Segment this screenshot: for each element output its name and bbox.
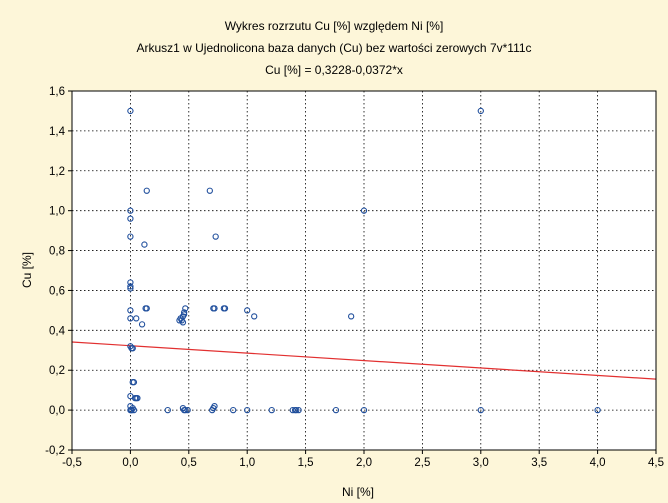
- data-point: [179, 319, 187, 326]
- x-tick-label: 4,0: [590, 457, 606, 469]
- data-point: [127, 285, 134, 292]
- y-tick-label: 1,2: [49, 166, 65, 178]
- data-point: [128, 345, 135, 352]
- x-tick-label: 1,0: [239, 457, 255, 469]
- data-point: [127, 283, 134, 290]
- chart-title: Wykres rozrzutu Cu [%] względem Ni [%]: [225, 19, 444, 33]
- data-point: [244, 307, 251, 314]
- y-tick-label: 0,4: [49, 325, 66, 337]
- data-point: [180, 309, 188, 316]
- data-point: [360, 406, 368, 414]
- data-point: [293, 406, 300, 414]
- regression-equation: Cu [%] = 0,3228-0,0372*x: [265, 63, 403, 77]
- y-tick-label: 0,2: [49, 365, 65, 377]
- x-axis-label: Ni [%]: [342, 485, 374, 499]
- data-point: [141, 241, 148, 248]
- data-point: [594, 406, 601, 414]
- regression-line: [71, 341, 657, 380]
- data-point: [295, 406, 302, 414]
- y-tick-label: 0,0: [49, 405, 65, 417]
- y-axis-label: Cu [%]: [20, 252, 34, 288]
- data-point: [332, 406, 340, 414]
- data-point: [133, 315, 140, 322]
- data-point: [182, 406, 189, 414]
- axis-ticks: -0,5 0,0 0,5 1,0 1,5 2,0 2,5 3,0 3,5 4,0 4,5 -0,2 0,…: [45, 86, 664, 469]
- data-point: [127, 307, 134, 314]
- data-point: [127, 233, 134, 240]
- data-point: [182, 305, 189, 312]
- data-point: [127, 107, 134, 115]
- data-point: [268, 406, 275, 414]
- x-tick-label: -0,5: [62, 457, 82, 469]
- data-point: [477, 107, 484, 115]
- data-point: [127, 279, 134, 286]
- data-point: [211, 305, 218, 312]
- data-point: [143, 187, 150, 194]
- data-point: [348, 313, 355, 320]
- data-point: [138, 321, 146, 328]
- data-point: [127, 207, 134, 214]
- plot-area: [72, 91, 656, 450]
- data-points: [71, 107, 657, 414]
- data-point: [130, 406, 138, 414]
- data-point: [360, 207, 368, 214]
- y-tick-label: -0,2: [45, 445, 65, 457]
- x-tick-label: 2,5: [414, 457, 430, 469]
- data-point: [131, 394, 139, 402]
- grid-lines: [72, 91, 656, 450]
- x-tick-label: 3,0: [473, 457, 489, 469]
- data-point: [134, 394, 141, 402]
- data-point: [127, 315, 134, 322]
- x-tick-label: 4,5: [648, 457, 664, 469]
- y-tick-label: 1,0: [49, 206, 65, 218]
- data-point: [211, 402, 218, 410]
- data-point: [230, 406, 237, 414]
- x-tick-label: 1,5: [298, 457, 314, 469]
- data-point: [221, 305, 229, 312]
- data-point: [206, 187, 213, 194]
- data-point: [143, 305, 150, 312]
- data-point: [127, 402, 134, 410]
- x-tick-label: 0,5: [181, 457, 197, 469]
- x-tick-label: 3,5: [531, 457, 547, 469]
- data-point: [184, 406, 191, 414]
- data-point: [289, 406, 296, 414]
- data-point: [130, 379, 138, 386]
- chart-subtitle: Arkusz1 w Ujednolicona baza danych (Cu) …: [136, 41, 531, 55]
- data-point: [127, 215, 134, 222]
- data-point: [128, 406, 135, 414]
- y-tick-label: 1,6: [49, 86, 65, 98]
- y-tick-label: 0,6: [49, 285, 65, 297]
- data-point: [244, 406, 251, 414]
- data-point: [212, 233, 219, 240]
- data-point: [251, 313, 258, 320]
- data-point: [164, 406, 171, 414]
- x-tick-label: 2,0: [356, 457, 372, 469]
- data-point: [477, 406, 484, 414]
- x-tick-label: 0,0: [122, 457, 138, 469]
- y-tick-label: 1,4: [49, 126, 66, 138]
- y-tick-label: 0,8: [49, 246, 65, 258]
